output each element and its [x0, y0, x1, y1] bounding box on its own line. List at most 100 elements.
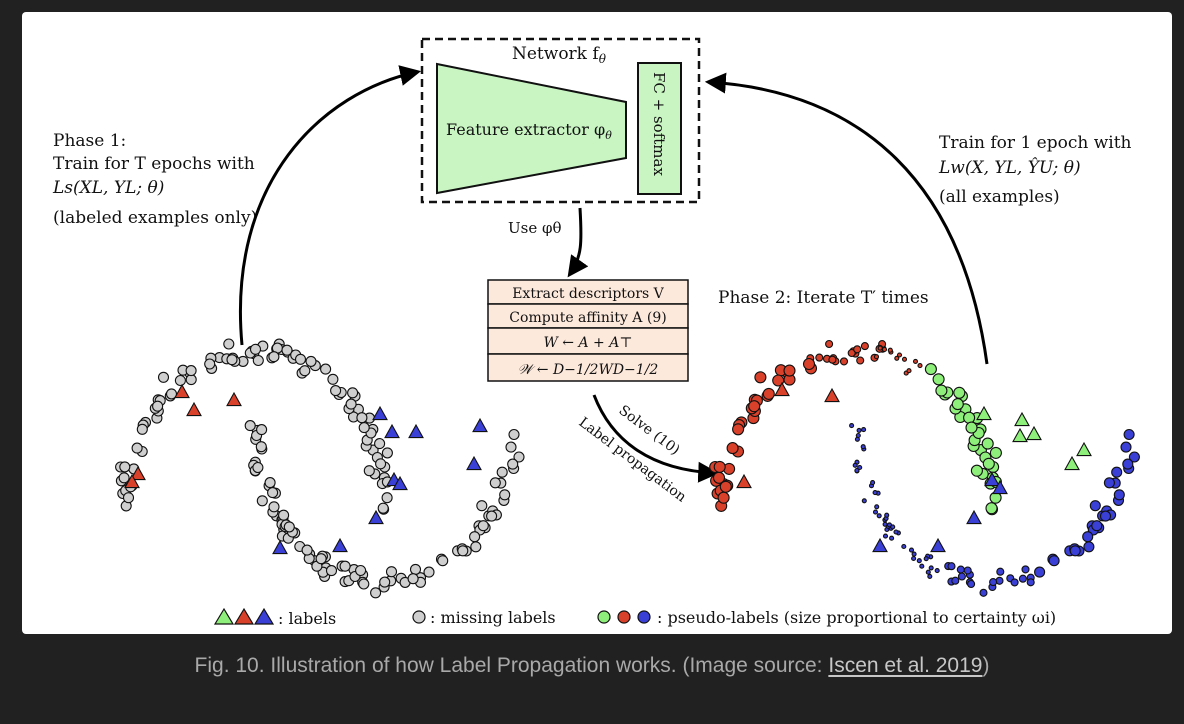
caption-source-link[interactable]: Iscen et al. 2019 [828, 654, 983, 677]
use-phi-label: Use φθ [508, 219, 562, 237]
pseudo-label-point [861, 498, 867, 504]
unlabeled-point [294, 353, 307, 365]
pseudo-label-point [856, 356, 865, 365]
pseudo-label-point [1111, 466, 1123, 478]
pseudo-label-point [1082, 531, 1094, 543]
green-label-marker [1012, 427, 1028, 443]
legend-gray-circle [412, 610, 426, 624]
unlabeled-point [267, 487, 279, 499]
step-4: 𝒲 ← D−1/2WD−1/2 [518, 362, 659, 378]
unlabeled-point [252, 461, 264, 474]
unlabeled-point [136, 423, 148, 435]
pseudo-label-point [1128, 451, 1140, 463]
pseudo-label-point [1122, 458, 1134, 470]
pseudo-label-point [783, 364, 796, 377]
unlabeled-point [355, 564, 367, 577]
blue-label-marker [466, 455, 482, 471]
pseudo-label-point [852, 462, 858, 468]
unlabeled-point [268, 351, 280, 363]
unlabeled-point [256, 424, 268, 436]
pseudo-label-point [896, 352, 903, 358]
unlabeled-point [256, 495, 268, 507]
pseudo-label-point [890, 524, 896, 530]
figure-caption: Fig. 10. Illustration of how Label Propa… [0, 650, 1184, 681]
pseudo-label-point [1026, 578, 1035, 587]
pseudo-label-point [839, 357, 849, 366]
unlabeled-point [499, 489, 511, 501]
unlabeled-point [301, 544, 313, 556]
use-phi-arrow [567, 207, 589, 278]
pseudo-label-point [877, 345, 883, 351]
unlabeled-point [345, 398, 357, 410]
unlabeled-point [477, 520, 489, 532]
pseudo-label-point [908, 547, 915, 553]
pseudo-label-point [762, 387, 775, 400]
steps-box: Extract descriptors V Compute affinity A… [487, 279, 689, 382]
unlabeled-point [347, 387, 359, 399]
solve-arrow [592, 394, 720, 483]
unlabeled-point [278, 509, 290, 521]
unlabeled-point [320, 363, 332, 375]
pseudo-label-point [828, 355, 837, 364]
unlabeled-point [437, 555, 449, 567]
pseudo-label-point [1048, 555, 1060, 567]
pseudo-label-point [873, 354, 880, 360]
green-label-marker [1014, 411, 1030, 427]
pseudo-label-point [951, 398, 964, 411]
pseudo-label-point [860, 444, 866, 450]
unlabeled-point [508, 428, 520, 441]
unlabeled-point [496, 466, 508, 478]
pseudo-label-point [726, 442, 739, 455]
unlabeled-point [374, 438, 386, 450]
pseudo-label-point [874, 504, 880, 510]
unlabeled-point [204, 358, 216, 370]
network-box [420, 37, 701, 204]
label-propagation-label: Label propagation [576, 414, 690, 505]
unlabeled-point [118, 472, 130, 484]
pseudo-label-point [884, 512, 890, 518]
unlabeled-point [268, 501, 280, 513]
pseudo-label-point [957, 572, 966, 581]
pseudo-label-point [872, 509, 879, 515]
unlabeled-point [122, 492, 135, 504]
red-label-marker [774, 381, 790, 397]
unlabeled-point [423, 566, 435, 578]
pseudo-label-point [981, 437, 994, 450]
network-title: Network fθ [512, 44, 607, 66]
unlabeled-point [327, 373, 339, 385]
phase1-train: Train for T epochs with [53, 154, 255, 174]
pseudo-label-point [912, 358, 919, 364]
pseudo-label-point [802, 357, 816, 371]
pseudo-label-point [860, 342, 869, 351]
pseudo-label-point [917, 363, 923, 369]
label-propagation-diagram: Network fθ Feature extractor φθ FC + sof… [52, 37, 1140, 628]
pseudo-label-point [901, 543, 907, 550]
pseudo-label-point [815, 353, 824, 362]
unlabeled-point [358, 578, 370, 590]
step-2: Compute affinity A (9) [509, 310, 666, 326]
pseudo-label-point [1123, 428, 1135, 441]
unlabeled-point [330, 385, 342, 397]
pseudo-label-point [947, 562, 956, 571]
pseudo-label-point [924, 363, 937, 376]
pseudo-label-point [927, 573, 933, 579]
red-label-marker [226, 391, 242, 407]
pseudo-label-point [1099, 510, 1112, 522]
unlabeled-point [385, 566, 398, 578]
pseudo-label-point [1021, 565, 1030, 574]
pseudo-label-point [953, 386, 966, 399]
red-label-marker [736, 473, 752, 489]
unlabeled-point [381, 492, 393, 504]
unlabeled-point [470, 541, 482, 553]
unlabeled-point [409, 563, 422, 575]
phase1-loss: Ls(XL, YL; θ) [52, 178, 164, 198]
pseudo-label-point [911, 551, 917, 557]
pseudo-label-point [887, 347, 893, 353]
unlabeled-point [305, 355, 317, 367]
fc-softmax-box [637, 62, 682, 195]
red-label-marker [130, 465, 146, 481]
unlabeled-point [339, 560, 351, 572]
pseudo-label-point [925, 569, 931, 575]
pseudo-label-point [857, 464, 863, 471]
unlabeled-point [375, 458, 387, 470]
